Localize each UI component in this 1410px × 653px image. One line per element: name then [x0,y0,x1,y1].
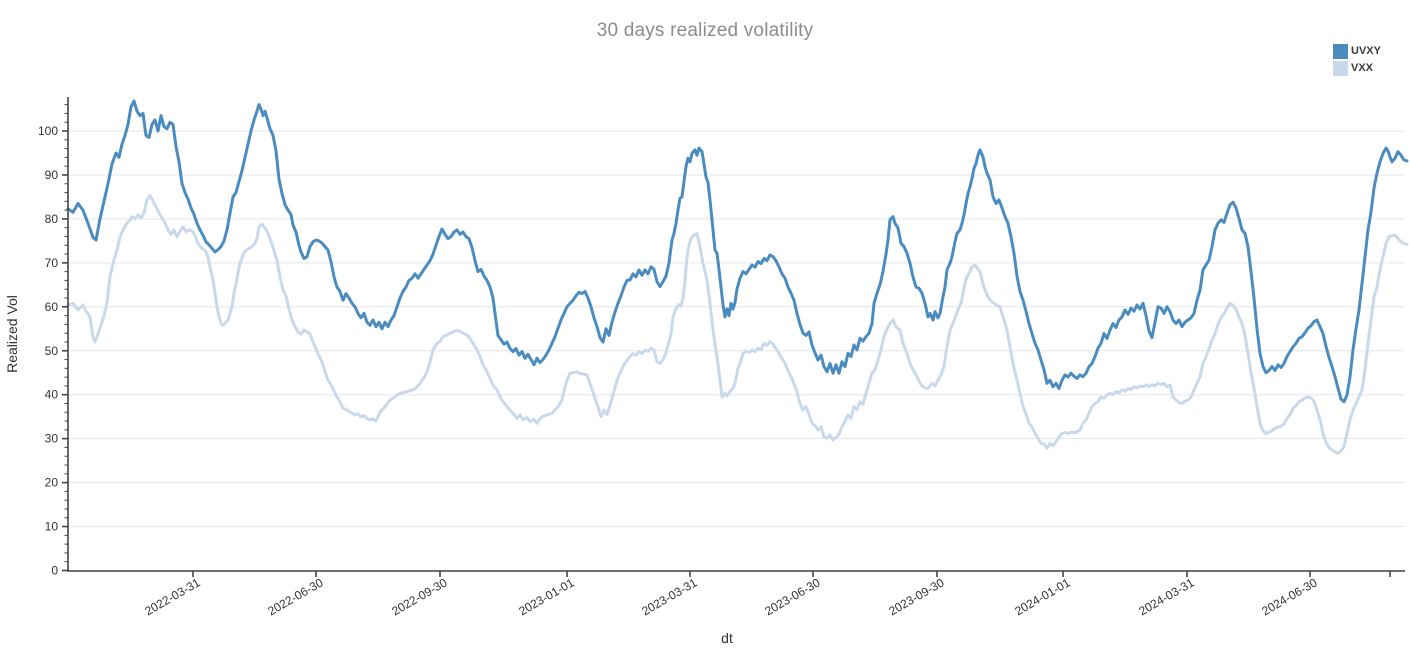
vxx-line [66,194,1409,455]
y-tick-label: 30 [45,432,59,446]
x-tick-label-group: 2022-06-30 [265,575,325,618]
x-tick-label-group: 2022-03-31 [142,575,202,618]
uvxy-line [66,99,1409,404]
x-tick-label: 2022-09-30 [389,575,449,618]
x-tick-label-group: 2023-06-30 [762,575,822,618]
y-tick-label: 10 [45,520,59,534]
x-tick-label: 2023-09-30 [886,575,946,618]
x-axis-title: dt [721,630,733,646]
x-tick-label-group: 2024-01-01 [1012,575,1072,618]
legend-label-uvxy: UVXY [1351,45,1381,57]
x-tick-label-group: 2022-09-30 [389,575,449,618]
axes [62,97,1405,577]
x-tick-label: 2022-03-31 [142,575,202,618]
y-tick-label: 70 [45,256,59,270]
x-tick-label: 2024-03-31 [1136,575,1196,618]
legend: UVXY VXX [1333,44,1381,76]
y-tick-label: 100 [38,124,58,138]
y-tick-label: 80 [45,212,59,226]
x-tick-label: 2023-01-01 [516,575,576,618]
legend-item-vxx[interactable]: VXX [1333,61,1381,76]
uvxy-swatch-icon [1333,44,1348,59]
x-tick-label-group: 2024-03-31 [1136,575,1196,618]
series-lines [66,99,1409,455]
legend-item-uvxy[interactable]: UVXY [1333,44,1381,59]
y-tick-label: 60 [45,300,59,314]
legend-label-vxx: VXX [1351,62,1374,74]
y-tick-label: 50 [45,344,59,358]
x-tick-label: 2023-06-30 [762,575,822,618]
x-tick-label-group: 2023-03-31 [639,575,699,618]
x-tick-label-group: 2023-09-30 [886,575,946,618]
y-tick-label: 40 [45,388,59,402]
x-tick-label-group: 2024-06-30 [1259,575,1319,618]
chart-title: 30 days realized volatility [596,20,814,41]
x-tick-label-group: 2023-01-01 [516,575,576,618]
y-tick-label: 0 [51,564,58,578]
x-tick-label: 2024-01-01 [1012,575,1072,618]
y-tick-label: 90 [45,168,59,182]
x-tick-label: 2022-06-30 [265,575,325,618]
x-tick-label: 2024-06-30 [1259,575,1319,618]
gridlines [68,130,1405,571]
y-axis-title: Realized Vol [4,295,20,373]
x-tick-label: 2023-03-31 [639,575,699,618]
vxx-swatch-icon [1333,61,1348,76]
y-tick-label: 20 [45,476,59,490]
